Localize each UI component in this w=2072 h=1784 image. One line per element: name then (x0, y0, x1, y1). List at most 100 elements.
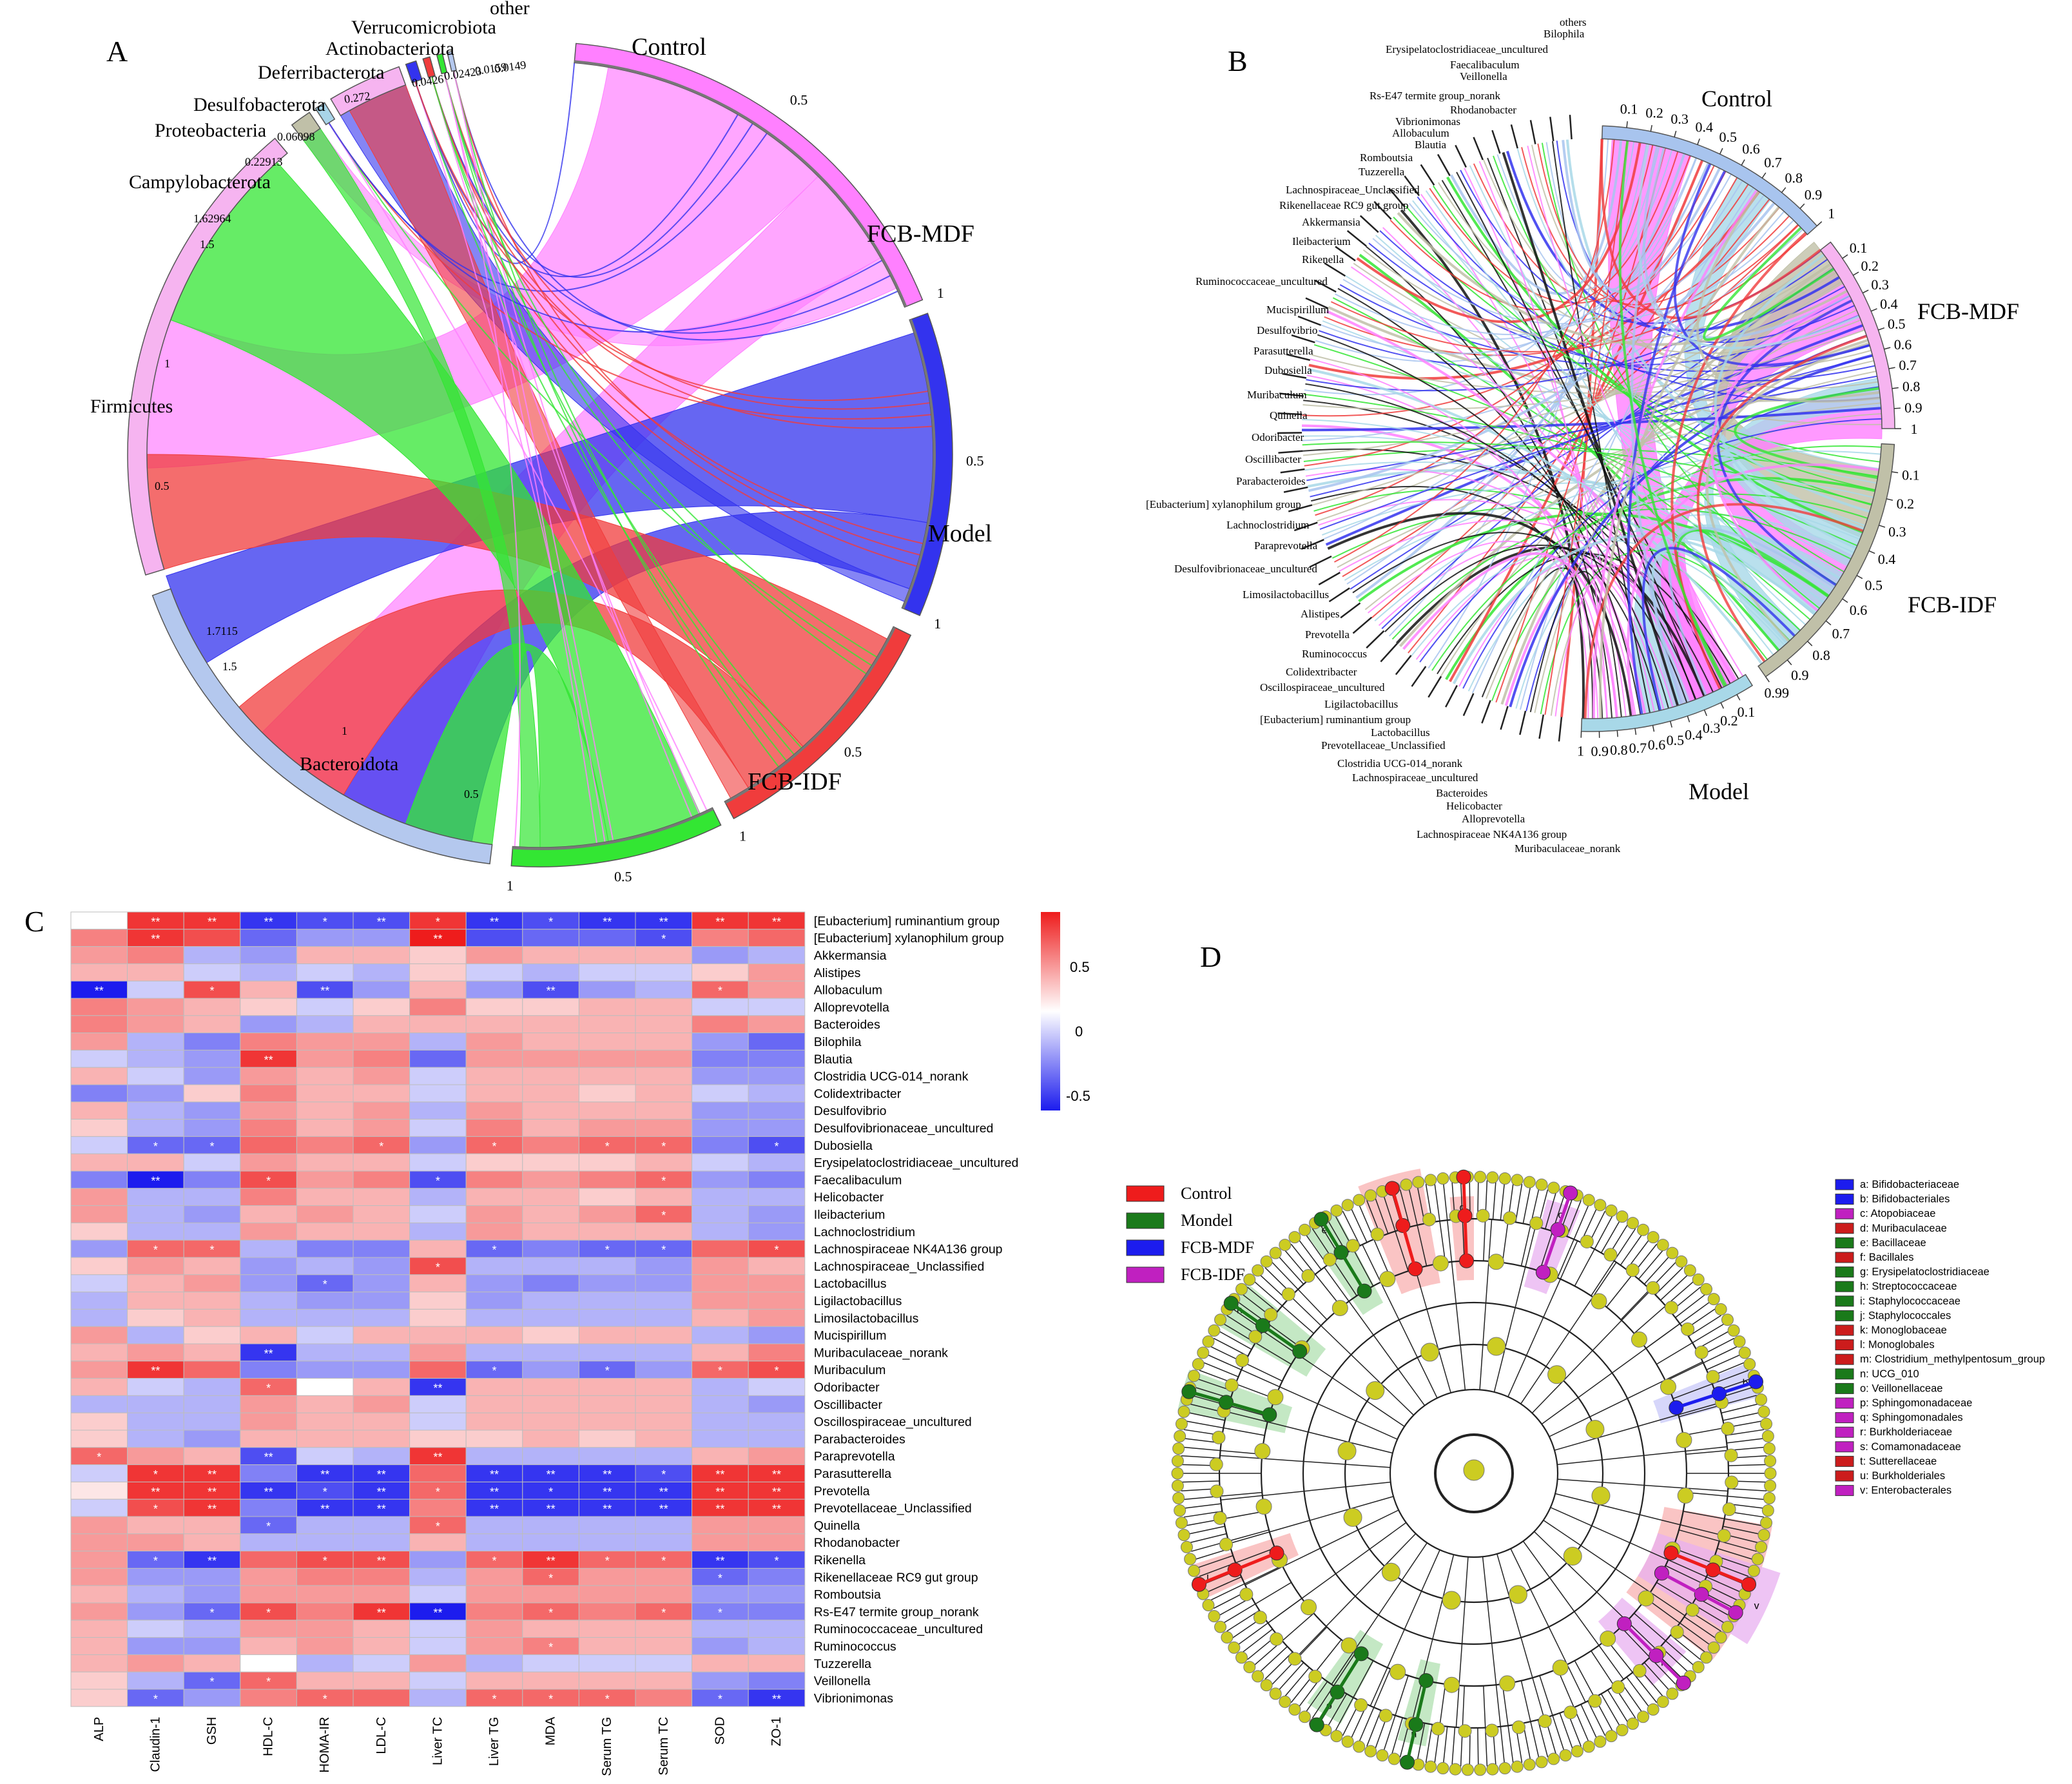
significance-mark: * (323, 1692, 327, 1705)
heatmap-cell (409, 1378, 467, 1396)
heatmap-cell (635, 1395, 693, 1413)
chord-line (1627, 463, 1879, 716)
heatmap-cell (465, 1101, 523, 1120)
significance-mark: ** (433, 933, 442, 945)
heatmap-cell (409, 1567, 467, 1586)
clade-node (1685, 1603, 1699, 1617)
heatmap-cell (465, 946, 523, 964)
clade-branch (1531, 1290, 1651, 1414)
clade-branch (1267, 1522, 1407, 1624)
heatmap-cell (70, 929, 128, 947)
heatmap-cell (635, 1343, 693, 1362)
clade-branch (1656, 1582, 1726, 1625)
clade-colored-branch (1230, 1302, 1301, 1353)
heatmap-cell (748, 1620, 806, 1638)
heatmap-cell (296, 1188, 354, 1207)
clade-node (1239, 1587, 1254, 1602)
heatmap-cell (409, 1671, 467, 1690)
group-arc-inner-edge (512, 808, 714, 850)
heatmap-cell (578, 1533, 636, 1552)
heatmap-cell (578, 1378, 636, 1396)
taxa-legend-label: i: Staphylococcaceae (1860, 1295, 1961, 1307)
genus-spike (1282, 373, 1307, 379)
genus-spike (1335, 246, 1356, 262)
genus-spike (1558, 717, 1563, 742)
taxa-legend-label: c: Atopobiaceae (1860, 1208, 1935, 1219)
significance-mark: * (774, 1244, 779, 1257)
heatmap-cell (70, 1551, 128, 1569)
heatmap-cell (127, 1170, 184, 1189)
heatmap-cell (70, 1326, 128, 1344)
heatmap-row-label: Ligilactobacillus (814, 1294, 902, 1308)
heatmap-cell (748, 1188, 806, 1207)
heatmap-cell (578, 1049, 636, 1068)
clade-leaf-node (1197, 1346, 1210, 1359)
heatmap-cell (409, 1326, 467, 1344)
significance-mark: * (153, 1244, 158, 1257)
heatmap-cell (465, 1170, 523, 1189)
panel-c-row-labels: [Eubacterium] ruminantium group[Eubacter… (814, 914, 1019, 1705)
genus-label: Helicobacter (1446, 800, 1502, 812)
clade-leaf-node (1353, 1740, 1366, 1753)
heatmap-cell (522, 1395, 579, 1413)
clade-leaf-node (1582, 1740, 1595, 1753)
clade-node (1209, 1457, 1223, 1471)
heatmap-cell (296, 1049, 354, 1068)
heatmap-cell (635, 929, 693, 947)
clade-leaf-node (1511, 1760, 1524, 1773)
clade-branch (1706, 1353, 1742, 1371)
chord-line (1339, 519, 1727, 686)
heatmap-cell (353, 1551, 411, 1569)
heatmap-cell (240, 1274, 297, 1293)
genus-spike (1301, 539, 1324, 550)
group-tick-mark (1879, 525, 1886, 528)
heatmap-row-label: Rikenella (814, 1553, 866, 1567)
phylum-value: 1.62964 (193, 212, 231, 225)
heatmap-cell (748, 1533, 806, 1552)
clade-node (1580, 1234, 1594, 1248)
genus-label: Lachnoclostridium (1226, 519, 1309, 531)
heatmap-cell (70, 1671, 128, 1690)
heatmap-cell (692, 1015, 749, 1034)
clade-branch (1209, 1565, 1283, 1602)
heatmap-cell (353, 1188, 411, 1207)
chord-line (414, 63, 576, 264)
firmicutes-tick: 1.5 (200, 238, 215, 251)
heatmap-cell (748, 1585, 806, 1604)
genus-label: Rikenellaceae RC9 gut group (1279, 199, 1409, 211)
heatmap-cell (578, 1119, 636, 1137)
group-tick-end: 1 (739, 828, 746, 844)
heatmap-cell (70, 1049, 128, 1068)
chord-line (1544, 141, 1628, 715)
heatmap-cell (296, 1308, 354, 1327)
heatmap-cell (465, 1274, 523, 1293)
heatmap-cell (240, 1257, 297, 1275)
group-tick-label: 0.6 (1894, 336, 1912, 353)
taxa-legend-swatch (1835, 1310, 1854, 1321)
heatmap-cell (409, 1585, 467, 1604)
clade-leaf-node (1288, 1231, 1301, 1244)
clade-branch (1181, 1480, 1220, 1483)
heatmap-cell (296, 1602, 354, 1621)
heatmap-cell (353, 1620, 411, 1638)
genus-label: Muribaculaceae_norank (1515, 842, 1621, 855)
heatmap-cell (465, 998, 523, 1016)
significance-mark: * (323, 1486, 327, 1498)
significance-mark: ** (490, 915, 499, 928)
heatmap-cell (692, 1689, 749, 1707)
heatmap-cell (296, 1361, 354, 1379)
heatmap-cell (748, 1222, 806, 1241)
heatmap-column-label: Liver TG (487, 1717, 501, 1766)
heatmap-cell (296, 1533, 354, 1552)
clade-branch (1537, 1720, 1549, 1758)
group-arc-FCB-MDF (1819, 241, 1895, 429)
clade-node (1212, 1430, 1226, 1444)
heatmap-cell (296, 1257, 354, 1275)
heatmap-cell (70, 1620, 128, 1638)
chord-line (1696, 190, 1881, 403)
panel-b: B 0.1 0.2 0.3 0.40.50.60.70.80.910.10.20.30… (1146, 16, 2019, 855)
clade-branch (1247, 1286, 1278, 1312)
heatmap-cell (183, 980, 241, 999)
heatmap-cell (635, 1361, 693, 1379)
